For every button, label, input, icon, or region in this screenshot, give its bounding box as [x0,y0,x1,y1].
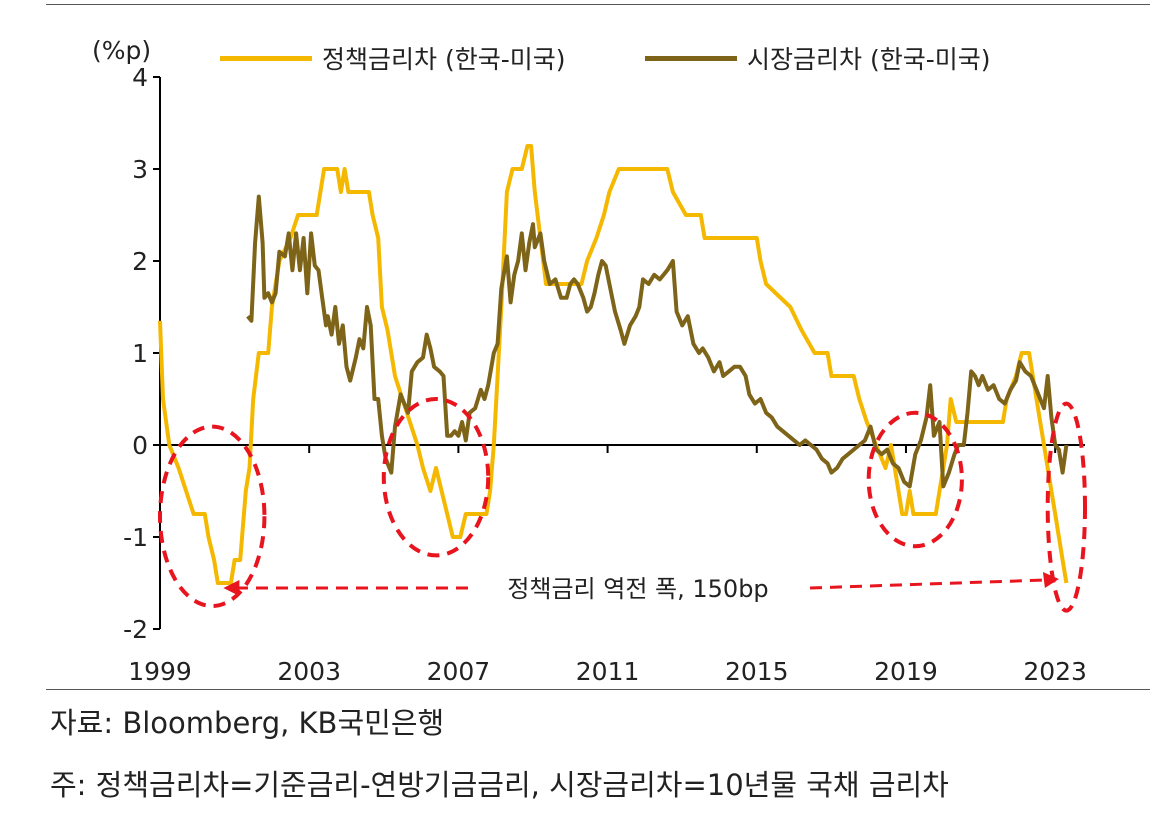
policy-rate-spread-line [158,144,1069,585]
legend-label-market: 시장금리차 (한국-미국) [747,45,991,74]
y-tick-label: 1 [132,339,148,368]
unit-label: (%p) [92,36,152,65]
y-tick-label: 3 [132,155,148,184]
annotation-arrow-right [809,578,1045,590]
highlight-ellipse [158,424,267,608]
top-rule [46,4,1150,5]
highlight-ellipse [866,410,964,549]
chart-svg: -2 -1 0 1 2 3 4 1999 2003 2007 2011 2015 2019 2023 정… [123,63,1088,686]
note-text: 주: 정책금리차=기준금리-연방기금금리, 시장금리차=10년물 국채 금리차 [50,768,949,802]
annotation-label: 정책금리 역전 폭, 150bp [507,575,768,603]
series-layer [158,144,1069,585]
bottom-rule [46,689,1150,690]
legend-swatch-market [645,55,737,61]
highlight-ellipse [1045,401,1088,613]
x-tick-label: 2011 [576,657,640,686]
source-text: 자료: Bloomberg, KB국민은행 [50,706,445,740]
x-tick-label: 2019 [874,657,938,686]
legend-item-market: 시장금리차 (한국-미국) [645,40,990,76]
highlight-ellipse [381,397,491,558]
annotation-arrowhead-right [1042,572,1059,588]
y-tick-label: 0 [132,431,148,460]
annotation-arrowhead-left [223,580,240,596]
legend-label-policy: 정책금리차 (한국-미국) [322,45,566,74]
x-tick-label: 2015 [725,657,789,686]
y-tick-label: -2 [123,615,148,644]
y-tick-label: 2 [132,247,148,276]
x-tick-label: 2007 [427,657,491,686]
x-tick-label: 2003 [277,657,341,686]
x-axis: 1999 2003 2007 2011 2015 2019 2023 [128,445,1087,686]
y-tick-label: 4 [132,63,148,92]
x-tick-label: 2023 [1023,657,1087,686]
y-axis: -2 -1 0 1 2 3 4 [123,63,161,644]
market-rate-spread-line [246,194,1069,489]
legend-item-policy: 정책금리차 (한국-미국) [220,40,565,76]
y-tick-label: -1 [123,523,148,552]
legend-swatch-policy [220,55,312,61]
annotation-layer: 정책금리 역전 폭, 150bp [158,397,1088,613]
x-tick-label: 1999 [128,657,192,686]
